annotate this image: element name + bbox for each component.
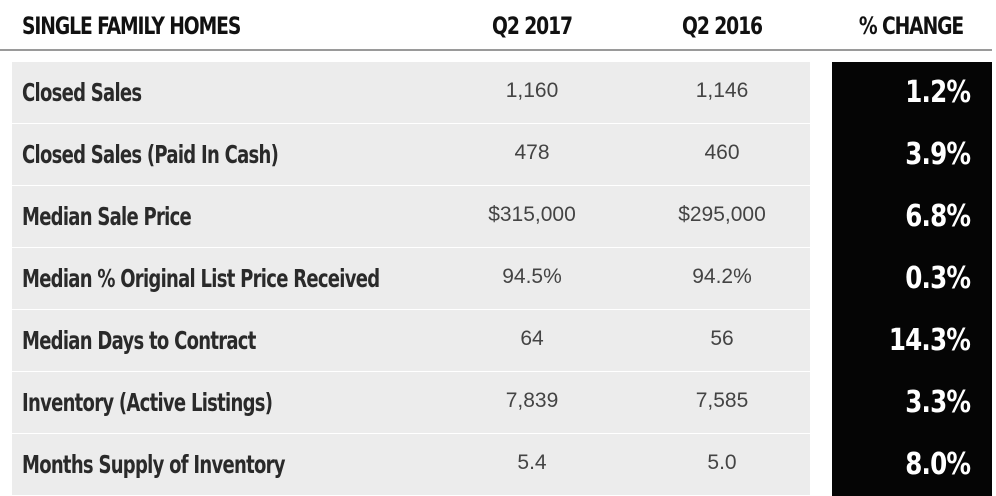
percent-change-value: 3.9%: [905, 137, 971, 172]
row-metric-label: Inventory (Active Listings): [22, 388, 273, 417]
row-metric-label: Median % Original List Price Received: [22, 264, 380, 293]
header-q2-2016: Q2 2016: [682, 12, 763, 40]
row-background: [12, 310, 810, 371]
table-row: Median Days to Contract 64 56 14.3%: [0, 310, 992, 372]
cell-percent-change: 3.3%: [832, 372, 992, 434]
row-background: [12, 186, 810, 247]
percent-change-value: 1.2%: [905, 75, 971, 110]
header-divider: [0, 49, 992, 51]
header-percent-change: % CHANGE: [858, 12, 964, 40]
cell-q2-2016: 7,585: [695, 389, 749, 412]
cell-percent-change: 14.3%: [832, 310, 992, 372]
percent-change-value: 14.3%: [888, 323, 971, 358]
row-metric-label: Closed Sales (Paid In Cash): [22, 140, 279, 169]
header-category: SINGLE FAMILY HOMES: [22, 12, 241, 40]
table-row: Inventory (Active Listings) 7,839 7,585 3.3…: [0, 372, 992, 434]
table-row: Closed Sales 1,160 1,146 1.2%: [0, 62, 992, 124]
row-background: [12, 434, 810, 495]
table-row: Months Supply of Inventory 5.4 5.0 8.0%: [0, 434, 992, 496]
cell-percent-change: 8.0%: [832, 434, 992, 496]
row-background: [12, 248, 810, 309]
cell-q2-2017: 7,839: [505, 389, 559, 412]
cell-q2-2017: 94.5%: [502, 265, 562, 288]
cell-percent-change: 3.9%: [832, 124, 992, 186]
cell-q2-2017: 5.4: [517, 451, 547, 474]
table-header: SINGLE FAMILY HOMES Q2 2017 Q2 2016 % CH…: [0, 0, 996, 50]
header-q2-2017: Q2 2017: [492, 12, 573, 40]
row-background: [12, 124, 810, 185]
cell-q2-2016: 94.2%: [692, 265, 752, 288]
row-background: [12, 62, 810, 123]
cell-q2-2016: 5.0: [707, 451, 737, 474]
row-metric-label: Median Days to Contract: [22, 326, 256, 355]
table-row: Median % Original List Price Received 94.…: [0, 248, 992, 310]
cell-q2-2017: 478: [514, 141, 550, 164]
cell-q2-2016: 460: [704, 141, 740, 164]
cell-q2-2017: 1,160: [505, 79, 559, 102]
table-row: Median Sale Price $315,000 $295,000 6.8%: [0, 186, 992, 248]
cell-q2-2016: $295,000: [678, 203, 766, 226]
cell-q2-2016: 1,146: [695, 79, 749, 102]
row-metric-label: Months Supply of Inventory: [22, 450, 286, 479]
percent-change-value: 6.8%: [905, 199, 971, 234]
row-background: [12, 372, 810, 433]
cell-q2-2017: 64: [520, 327, 544, 350]
cell-q2-2017: $315,000: [488, 203, 576, 226]
cell-q2-2016: 56: [710, 327, 734, 350]
cell-percent-change: 6.8%: [832, 186, 992, 248]
percent-change-value: 0.3%: [905, 261, 971, 296]
percent-change-value: 8.0%: [905, 447, 971, 482]
cell-percent-change: 0.3%: [832, 248, 992, 310]
row-metric-label: Median Sale Price: [22, 202, 192, 231]
percent-change-value: 3.3%: [905, 385, 971, 420]
row-metric-label: Closed Sales: [22, 78, 142, 107]
cell-percent-change: 1.2%: [832, 62, 992, 124]
table-row: Closed Sales (Paid In Cash) 478 460 3.9%: [0, 124, 992, 186]
